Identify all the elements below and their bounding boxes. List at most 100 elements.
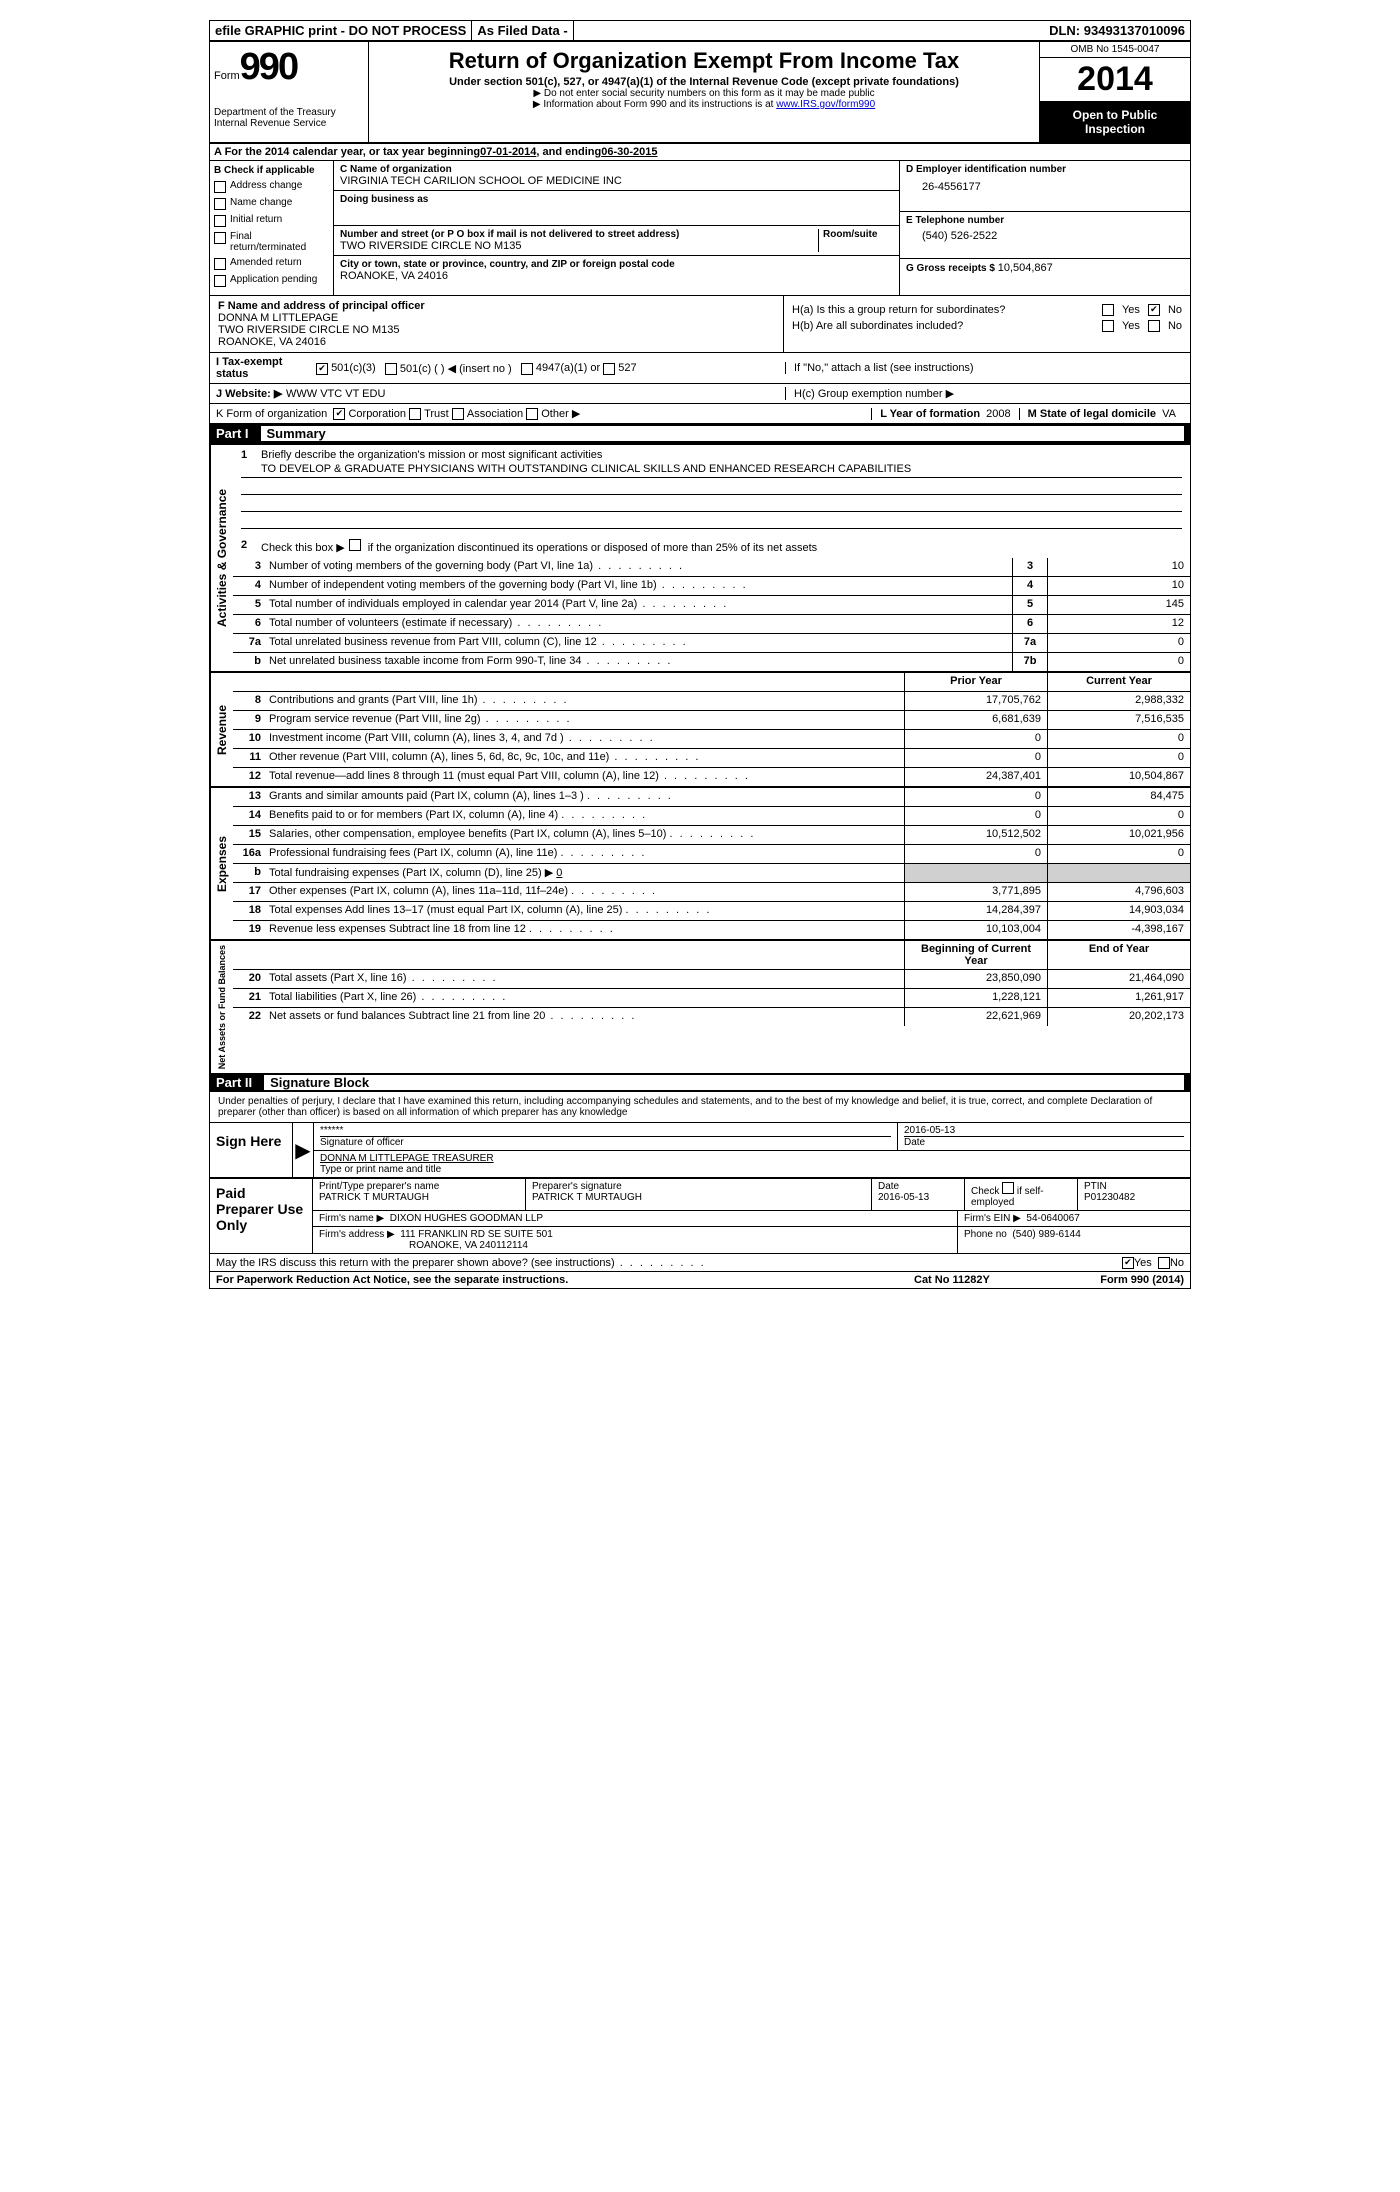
- firm-addr2: ROANOKE, VA 240112114: [319, 1240, 528, 1251]
- check-name-change[interactable]: Name change: [214, 197, 329, 210]
- 527-checkbox[interactable]: [603, 363, 615, 375]
- section-bcde: B Check if applicable Address change Nam…: [210, 161, 1190, 296]
- hb-no-checkbox[interactable]: [1148, 320, 1160, 332]
- officer-addr2: ROANOKE, VA 24016: [218, 336, 775, 348]
- corp-checkbox[interactable]: ✔: [333, 408, 345, 420]
- signature-date: 2016-05-13: [904, 1125, 1184, 1136]
- self-employed-check[interactable]: Check if self-employed: [971, 1181, 1071, 1208]
- gross-receipts-cell: G Gross receipts $ 10,504,867: [900, 259, 1190, 277]
- expense-line-14: 14 Benefits paid to or for members (Part…: [233, 807, 1190, 826]
- hc-label: H(c) Group exemption number ▶: [785, 387, 1184, 400]
- check-final-return[interactable]: Final return/terminated: [214, 231, 329, 253]
- net-line-20: 20 Total assets (Part X, line 16) 23,850…: [233, 970, 1190, 989]
- assoc-checkbox[interactable]: [452, 408, 464, 420]
- ha-no-checkbox[interactable]: ✔: [1148, 304, 1160, 316]
- org-address: TWO RIVERSIDE CIRCLE NO M135: [340, 240, 814, 252]
- vert-label-expenses: Expenses: [210, 788, 233, 939]
- year-formation: L Year of formation 2008: [871, 408, 1018, 420]
- vert-label-net: Net Assets or Fund Balances: [210, 941, 233, 1073]
- section-fh: F Name and address of principal officer …: [210, 296, 1190, 353]
- state-domicile: M State of legal domicile VA: [1019, 408, 1184, 420]
- ein-cell: D Employer identification number 26-4556…: [900, 161, 1190, 212]
- preparer-date: 2016-05-13: [878, 1192, 958, 1203]
- discuss-no-checkbox[interactable]: [1158, 1257, 1170, 1269]
- org-name: VIRGINIA TECH CARILION SCHOOL OF MEDICIN…: [340, 175, 893, 187]
- revenue-line-10: 10 Investment income (Part VIII, column …: [233, 730, 1190, 749]
- other-checkbox[interactable]: [526, 408, 538, 420]
- firm-ein: 54-0640067: [1026, 1213, 1079, 1224]
- part-2-header: Part II Signature Block: [210, 1073, 1190, 1092]
- irs-link[interactable]: www.IRS.gov/form990: [776, 99, 875, 110]
- mission-text: TO DEVELOP & GRADUATE PHYSICIANS WITH OU…: [241, 461, 1182, 478]
- summary-line-6: 6 Total number of volunteers (estimate i…: [233, 615, 1190, 634]
- column-b-checkboxes: B Check if applicable Address change Nam…: [210, 161, 334, 295]
- net-line-21: 21 Total liabilities (Part X, line 26) 1…: [233, 989, 1190, 1008]
- activities-governance-section: Activities & Governance 1 Briefly descri…: [210, 443, 1190, 671]
- expense-line-18: 18 Total expenses Add lines 13–17 (must …: [233, 902, 1190, 921]
- form-title: Return of Organization Exempt From Incom…: [377, 48, 1031, 74]
- efile-notice: efile GRAPHIC print - DO NOT PROCESS: [210, 21, 472, 40]
- form-note2: ▶ Information about Form 990 and its ins…: [377, 99, 1031, 110]
- dba-cell: Doing business as: [334, 191, 899, 226]
- paperwork-notice: For Paperwork Reduction Act Notice, see …: [216, 1274, 914, 1286]
- irs-label: Internal Revenue Service: [214, 118, 364, 129]
- summary-line-7b: b Net unrelated business taxable income …: [233, 653, 1190, 671]
- form-ref: Form 990 (2014): [1064, 1274, 1184, 1286]
- preparer-name: PATRICK T MURTAUGH: [319, 1192, 519, 1203]
- vert-label-revenue: Revenue: [210, 673, 233, 786]
- org-city: ROANOKE, VA 24016: [340, 270, 893, 282]
- 4947-checkbox[interactable]: [521, 363, 533, 375]
- 501c3-checkbox[interactable]: ✔: [316, 363, 328, 375]
- footer-row: For Paperwork Reduction Act Notice, see …: [210, 1272, 1190, 1288]
- expenses-section: Expenses 13 Grants and similar amounts p…: [210, 786, 1190, 939]
- check-application-pending[interactable]: Application pending: [214, 274, 329, 287]
- dln-label: DLN:: [1049, 23, 1080, 38]
- 501c-checkbox[interactable]: [385, 363, 397, 375]
- discontinued-checkbox[interactable]: [349, 539, 361, 551]
- summary-line-5: 5 Total number of individuals employed i…: [233, 596, 1190, 615]
- q2-discontinued: Check this box ▶ if the organization dis…: [261, 539, 817, 554]
- year-begin: 07-01-2014: [480, 146, 536, 158]
- ptin-value: P01230482: [1084, 1192, 1184, 1203]
- top-bar: efile GRAPHIC print - DO NOT PROCESS As …: [210, 21, 1190, 42]
- check-address-change[interactable]: Address change: [214, 180, 329, 193]
- discuss-row: May the IRS discuss this return with the…: [210, 1254, 1190, 1272]
- sign-here-label: Sign Here: [210, 1123, 293, 1177]
- row-a-tax-year: A For the 2014 calendar year, or tax yea…: [210, 144, 1190, 161]
- officer-addr1: TWO RIVERSIDE CIRCLE NO M135: [218, 324, 775, 336]
- net-line-22: 22 Net assets or fund balances Subtract …: [233, 1008, 1190, 1026]
- omb-number: OMB No 1545-0047: [1040, 42, 1190, 58]
- ha-yes-checkbox[interactable]: [1102, 304, 1114, 316]
- discuss-yes-checkbox[interactable]: ✔: [1122, 1257, 1134, 1269]
- check-amended-return[interactable]: Amended return: [214, 257, 329, 270]
- revenue-section: Revenue Prior Year Current Year 8 Contri…: [210, 671, 1190, 786]
- mission-block: 1 Briefly describe the organization's mi…: [233, 445, 1190, 558]
- officer-name-title: DONNA M LITTLEPAGE TREASURER: [320, 1153, 1184, 1164]
- header-center: Return of Organization Exempt From Incom…: [369, 42, 1039, 142]
- as-filed-label: As Filed Data -: [472, 21, 573, 40]
- line-j-website: J Website: ▶ WWW VTC VT EDU H(c) Group e…: [210, 384, 1190, 404]
- ein-value: 26-4556177: [906, 175, 1184, 193]
- principal-officer: F Name and address of principal officer …: [210, 296, 784, 352]
- header-right: OMB No 1545-0047 2014 Open to Public Ins…: [1039, 42, 1190, 142]
- vert-label-governance: Activities & Governance: [210, 445, 233, 671]
- dept-label: Department of the Treasury: [214, 107, 364, 118]
- gross-receipts-value: 10,504,867: [998, 262, 1053, 274]
- trust-checkbox[interactable]: [409, 408, 421, 420]
- group-return-section: H(a) Is this a group return for subordin…: [784, 296, 1190, 352]
- column-d-identifiers: D Employer identification number 26-4556…: [900, 161, 1190, 295]
- firm-name: DIXON HUGHES GOODMAN LLP: [390, 1213, 543, 1224]
- paid-preparer-label: Paid Preparer Use Only: [210, 1179, 313, 1253]
- city-cell: City or town, state or province, country…: [334, 256, 899, 285]
- check-initial-return[interactable]: Initial return: [214, 214, 329, 227]
- expense-line-16a: 16a Professional fundraising fees (Part …: [233, 845, 1190, 864]
- hb-yes-checkbox[interactable]: [1102, 320, 1114, 332]
- cat-number: Cat No 11282Y: [914, 1274, 1064, 1286]
- revenue-header-row: Prior Year Current Year: [233, 673, 1190, 692]
- org-name-cell: C Name of organization VIRGINIA TECH CAR…: [334, 161, 899, 191]
- form-number-block: Form990: [214, 46, 364, 89]
- perjury-statement: Under penalties of perjury, I declare th…: [210, 1092, 1190, 1123]
- expense-line-13: 13 Grants and similar amounts paid (Part…: [233, 788, 1190, 807]
- net-header-row: Beginning of Current Year End of Year: [233, 941, 1190, 970]
- dln-value: 93493137010096: [1084, 23, 1185, 38]
